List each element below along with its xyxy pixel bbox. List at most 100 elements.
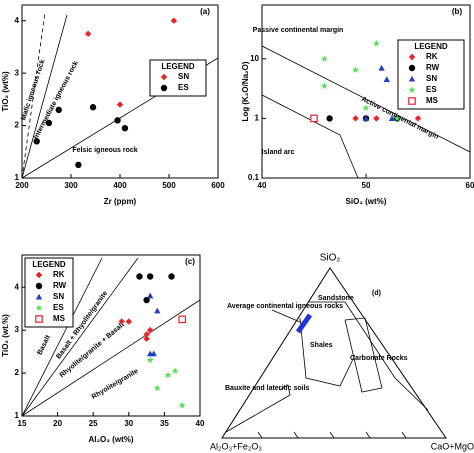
marker	[408, 53, 416, 61]
plot-frame	[21, 254, 201, 417]
right-label: CaO+MgO	[431, 441, 474, 451]
legend-label: SN	[53, 292, 64, 301]
boundary	[261, 94, 359, 179]
marker	[146, 356, 154, 364]
marker	[310, 114, 318, 123]
panel-label: (b)	[452, 7, 463, 16]
marker	[362, 115, 370, 121]
x-axis-label: Al₂O₃ (wt%)	[88, 435, 133, 444]
x-tick-label: 15	[18, 419, 27, 428]
marker	[408, 75, 416, 82]
x-tick-label: 40	[196, 419, 205, 428]
y-tick-label: 3	[15, 325, 20, 334]
legend-label: MS	[53, 314, 66, 323]
y-tick-label: 1	[255, 114, 260, 123]
boundary	[261, 45, 471, 153]
region-label: Passive continental margin	[253, 27, 344, 34]
marker	[45, 119, 53, 127]
marker	[35, 271, 43, 279]
legend-box	[149, 59, 207, 97]
marker	[160, 84, 168, 92]
x-tick-label: 50	[362, 181, 371, 190]
marker	[146, 273, 154, 280]
marker	[150, 350, 157, 357]
x-axis-label: Zr (ppm)	[104, 197, 137, 206]
marker	[408, 97, 416, 105]
x-tick-label: 40	[258, 181, 267, 190]
marker	[55, 106, 62, 114]
triangle	[221, 267, 447, 439]
legend-label: MS	[426, 96, 439, 105]
x-tick-label: 30	[124, 419, 133, 428]
marker	[362, 104, 370, 111]
marker	[352, 115, 359, 122]
x-tick-label: 35	[160, 419, 169, 428]
y-tick-label: 1	[15, 411, 20, 420]
boundary	[21, 14, 68, 179]
legend-title: LEGEND	[32, 260, 66, 269]
region-label: Average continental igneous rocks	[227, 303, 343, 310]
base-ticks	[257, 431, 407, 439]
boundary	[21, 299, 201, 417]
legend-label: ES	[53, 303, 64, 312]
marker	[171, 367, 179, 374]
panel-label: (c)	[185, 257, 195, 266]
x-tick-label: 60	[466, 181, 474, 190]
boundary	[21, 257, 139, 417]
boundary	[21, 257, 103, 417]
ternary: SiO₂ Al₂O₃+Fe₂O₃ CaO+MgO (d) Average con…	[210, 253, 474, 452]
legend-label: RK	[426, 52, 438, 61]
x-axis-label: SiO₂ (wt%)	[346, 197, 387, 206]
marker	[75, 161, 82, 169]
marker	[146, 326, 154, 334]
marker	[114, 117, 121, 124]
y-axis-label: TiO₂ (wt.%)	[1, 314, 10, 357]
marker	[414, 115, 422, 122]
legend-label: RW	[53, 281, 67, 290]
region-label: Rhyolite/granite	[91, 368, 140, 401]
y-tick-label: 4	[15, 282, 20, 291]
marker	[125, 318, 132, 325]
marker	[121, 124, 129, 132]
region-label: Island arc	[262, 149, 295, 156]
y-tick-label: 0.1	[248, 173, 260, 182]
y-tick-label: 1	[15, 173, 20, 182]
marker	[153, 384, 161, 392]
marker	[320, 82, 329, 90]
marker	[35, 282, 43, 290]
marker	[136, 273, 143, 280]
marker	[320, 55, 329, 62]
marker	[408, 86, 416, 94]
apex-label: SiO₂	[320, 253, 341, 264]
region-label: Mafic igneous rock	[20, 59, 46, 122]
marker	[326, 115, 333, 122]
marker	[178, 401, 186, 409]
marker	[383, 76, 390, 83]
legend-box	[24, 257, 74, 328]
y-axis-label: Log (K₂O/Na₂O)	[241, 61, 250, 121]
marker	[351, 66, 360, 74]
legend-label: ES	[178, 83, 189, 92]
x-tick-label: 25	[89, 419, 98, 428]
legend-label: SN	[426, 74, 437, 83]
marker	[168, 273, 175, 280]
field	[299, 317, 356, 387]
marker	[143, 335, 150, 342]
region-label: Bauxite and lateritic soils	[225, 385, 310, 392]
legend-title: LEGEND	[414, 42, 448, 51]
x-tick-label: 400	[113, 181, 127, 190]
y-tick-label: 2	[15, 368, 20, 377]
panel-label: (a)	[200, 7, 210, 16]
marker	[146, 292, 154, 299]
x-tick-label: 500	[162, 181, 176, 190]
marker	[373, 115, 380, 122]
legend-label: SN	[178, 72, 189, 81]
left-label: Al₂O₃+Fe₂O₃	[210, 441, 262, 451]
y-tick-label: 4	[15, 16, 20, 25]
marker	[154, 307, 161, 314]
x-tick-label: 200	[15, 181, 29, 190]
marker	[143, 331, 150, 338]
region-label: Shales	[310, 342, 333, 349]
pointer	[271, 309, 301, 323]
